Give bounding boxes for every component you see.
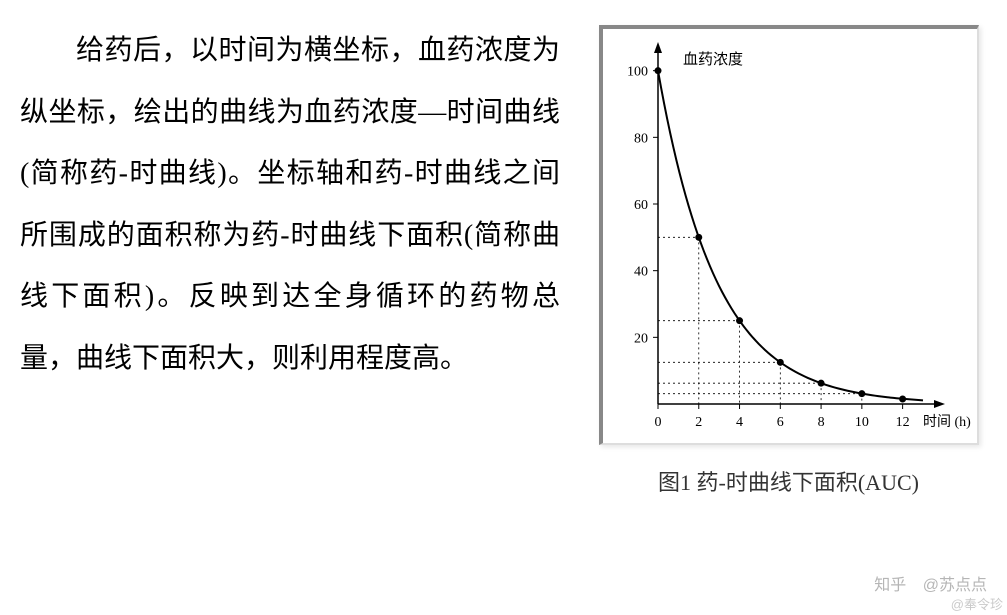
svg-text:80: 80 <box>634 131 648 146</box>
concentration-time-chart: 20 40 60 80 100 0 2 4 6 8 10 12 血药浓度时间 (h) <box>603 29 983 449</box>
svg-text:60: 60 <box>634 198 648 213</box>
watermark-user: @苏点点 <box>923 577 987 594</box>
chart-box: 20 40 60 80 100 0 2 4 6 8 10 12 血药浓度时间 (h) <box>599 25 979 445</box>
svg-text:血药浓度: 血药浓度 <box>683 51 743 68</box>
svg-text:2: 2 <box>695 415 702 430</box>
svg-text:12: 12 <box>895 415 909 430</box>
svg-text:20: 20 <box>634 331 648 346</box>
watermark-secondary: @奉令珍 <box>951 594 1003 613</box>
chart-caption: 图1 药-时曲线下面积(AUC) <box>658 465 919 497</box>
body-text-column: 给药后，以时间为横坐标，血药浓度为纵坐标，绘出的曲线为血药浓度—时间曲线(简称药… <box>20 20 580 605</box>
svg-text:6: 6 <box>776 415 783 430</box>
paragraph: 给药后，以时间为横坐标，血药浓度为纵坐标，绘出的曲线为血药浓度—时间曲线(简称药… <box>20 20 560 390</box>
svg-text:40: 40 <box>634 265 648 280</box>
svg-text:10: 10 <box>854 415 868 430</box>
svg-text:4: 4 <box>736 415 743 430</box>
svg-text:0: 0 <box>654 415 661 430</box>
svg-text:时间 (h): 时间 (h) <box>923 414 971 430</box>
watermark: 知乎 @苏点点 <box>874 571 987 595</box>
svg-text:100: 100 <box>627 65 648 80</box>
svg-text:8: 8 <box>817 415 824 430</box>
chart-column: 20 40 60 80 100 0 2 4 6 8 10 12 血药浓度时间 (h) 图1 药-时曲线下… <box>580 20 997 605</box>
watermark-site: 知乎 <box>874 577 906 594</box>
